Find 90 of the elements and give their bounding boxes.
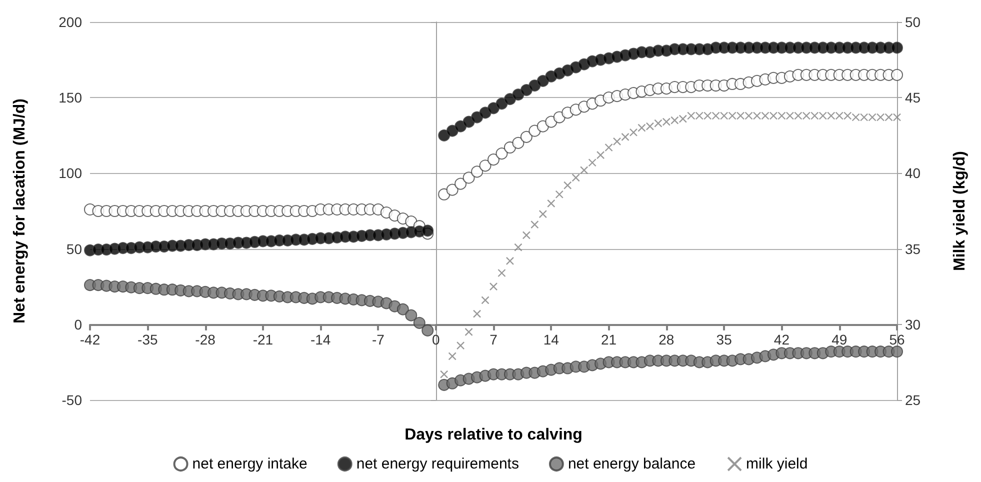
point xyxy=(456,341,465,350)
legend-label: net energy requirements xyxy=(356,456,519,472)
y-tick-label: 50 xyxy=(66,240,82,257)
y-axis-title: Net energy for lacation (MJ/d) xyxy=(12,98,28,324)
x-axis-title: Days relative to calving xyxy=(404,426,582,444)
point xyxy=(818,112,827,120)
point xyxy=(678,114,687,123)
point xyxy=(638,124,646,132)
y-tick-label: 150 xyxy=(58,90,82,106)
point xyxy=(670,116,679,124)
point xyxy=(835,112,844,120)
point xyxy=(538,210,548,218)
point xyxy=(555,190,564,198)
point xyxy=(752,112,762,120)
point xyxy=(884,113,893,122)
x-tick-label: -35 xyxy=(138,331,158,348)
point xyxy=(448,352,456,360)
point xyxy=(794,112,802,120)
point xyxy=(629,128,638,136)
point xyxy=(827,112,836,120)
point xyxy=(744,112,753,120)
point xyxy=(572,174,580,182)
x-tick-label: 28 xyxy=(658,331,674,348)
point xyxy=(654,119,662,128)
y2-tick-label: 45 xyxy=(905,90,921,106)
x-tick-label: -42 xyxy=(80,331,100,348)
point xyxy=(588,158,596,167)
legend-label: net energy balance xyxy=(568,456,696,472)
point xyxy=(802,112,811,120)
point xyxy=(522,231,531,240)
point xyxy=(769,112,778,120)
point xyxy=(580,166,588,174)
y2-axis-title: Milk yield (kg/d) xyxy=(952,150,968,272)
point xyxy=(892,113,902,122)
y2-tick-label: 25 xyxy=(905,392,921,408)
y-tick-label: 200 xyxy=(58,14,82,30)
y2-tick-label: 50 xyxy=(905,14,921,30)
point xyxy=(687,112,696,120)
y-tick-label: -50 xyxy=(62,392,82,408)
y-tick-label: 100 xyxy=(58,165,82,182)
point xyxy=(761,112,770,120)
point xyxy=(704,112,712,120)
y2-tick-label: 35 xyxy=(905,240,921,257)
x-tick-label: -7 xyxy=(372,331,385,348)
point xyxy=(472,310,482,318)
point xyxy=(876,113,885,122)
point xyxy=(547,199,556,208)
x-tick-label: -14 xyxy=(310,331,331,348)
point xyxy=(810,112,819,120)
x-tick-label: 35 xyxy=(716,331,732,348)
point xyxy=(646,122,654,130)
point xyxy=(604,143,613,152)
point xyxy=(695,112,704,120)
point xyxy=(612,137,622,146)
point xyxy=(868,113,876,122)
point xyxy=(728,112,736,120)
y-tick-label: 0 xyxy=(74,316,82,332)
point xyxy=(712,112,720,120)
x-tick-label: -28 xyxy=(195,331,216,348)
point xyxy=(621,132,630,142)
point xyxy=(481,296,490,304)
legend-label: net energy intake xyxy=(192,456,308,472)
point xyxy=(530,220,539,229)
point xyxy=(662,118,671,126)
point xyxy=(464,328,473,336)
point xyxy=(506,256,514,265)
x-tick-label: 56 xyxy=(889,331,905,348)
y2-tick-label: 30 xyxy=(905,316,921,332)
legend-label: milk yield xyxy=(746,456,808,472)
point xyxy=(778,112,786,120)
x-tick-label: 42 xyxy=(774,331,790,348)
point xyxy=(489,282,498,291)
point xyxy=(514,243,522,252)
x-tick-label: 14 xyxy=(543,331,560,348)
x-tick-label: 49 xyxy=(832,331,848,348)
point xyxy=(440,370,448,378)
point xyxy=(852,113,860,122)
x-tick-label: 21 xyxy=(600,331,617,348)
point xyxy=(786,112,794,120)
point xyxy=(720,112,728,120)
point xyxy=(564,181,572,190)
x-tick-label: 0 xyxy=(432,331,440,348)
y2-tick-label: 40 xyxy=(905,165,921,182)
x-tick-label: 7 xyxy=(490,331,498,348)
x-tick-label: -21 xyxy=(252,331,274,348)
point xyxy=(860,113,868,122)
point xyxy=(498,268,506,278)
point xyxy=(596,150,605,160)
point xyxy=(843,112,852,120)
point xyxy=(736,112,745,120)
